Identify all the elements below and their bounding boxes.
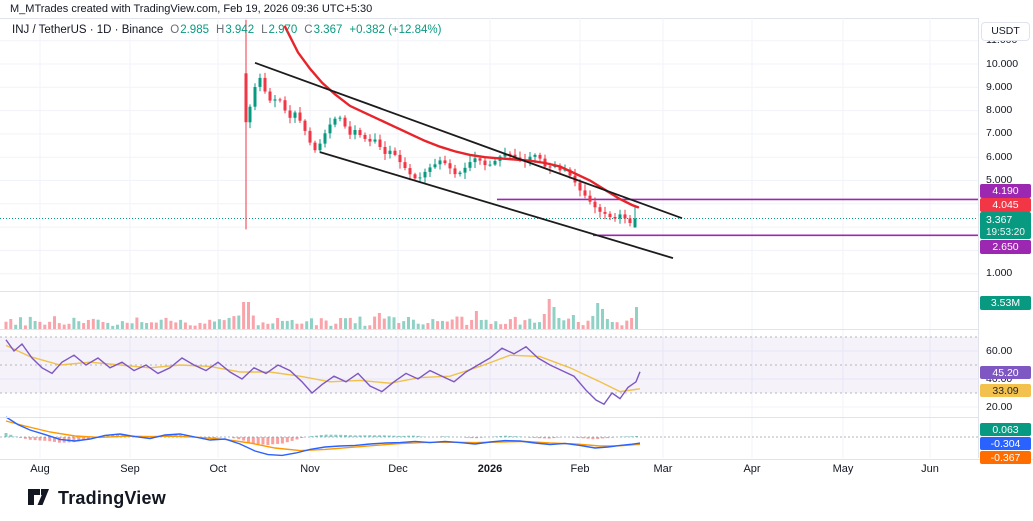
gridlines <box>0 18 978 458</box>
price-tick-label: 10.000 <box>986 57 1019 70</box>
time-tick-label: 2026 <box>477 463 503 475</box>
macd-signal-line[interactable] <box>5 420 641 452</box>
ohlc-change: +0.382 (+12.84%) <box>349 24 442 36</box>
alert-badge-4045: 4.045 <box>980 198 1031 212</box>
rsi-pane <box>0 336 978 406</box>
level-badge-2650: 2.650 <box>980 240 1031 254</box>
tradingview-logo[interactable]: TradingView <box>28 488 166 509</box>
time-tick-label: Oct <box>209 463 227 475</box>
price-tick-label: 7.000 <box>986 127 1013 140</box>
time-axis-border <box>0 459 1033 460</box>
rsi-badge: 45.20 <box>980 366 1031 379</box>
trendline-upper[interactable] <box>254 61 683 220</box>
price-tick-label: 8.000 <box>986 104 1013 117</box>
widget-top-border <box>0 18 1033 19</box>
candlesticks <box>244 19 637 230</box>
time-tick-label: Feb <box>570 463 590 475</box>
axis-separator <box>978 18 979 458</box>
time-tick-label: Jun <box>921 463 939 475</box>
rsi-ma-line[interactable] <box>5 344 641 393</box>
macd-pane <box>0 416 978 457</box>
trendline-lower[interactable] <box>319 151 674 259</box>
price-tick-label: 9.000 <box>986 80 1013 93</box>
macd-hist-badge: 0.063 <box>980 423 1031 436</box>
ohlc-close: C3.367 <box>304 24 343 36</box>
ohlc-open: O2.985 <box>170 24 209 36</box>
currency-button[interactable]: USDT <box>981 22 1030 41</box>
level-badge-4190: 4.190 <box>980 184 1031 198</box>
main-chart-canvas[interactable] <box>0 18 978 458</box>
footer: TradingView <box>0 479 1033 521</box>
price-tick-label: 6.000 <box>986 150 1013 163</box>
moving-average-line[interactable] <box>283 25 640 209</box>
current-price-badge: 3.367 19:53:20 <box>980 212 1031 239</box>
tradingview-logo-text: TradingView <box>58 488 166 508</box>
symbol-title[interactable]: INJ / TetherUS · 1D · Binance <box>12 24 164 36</box>
rsi-tick-label: 20.00 <box>986 400 1013 413</box>
tradingview-logo-icon <box>28 488 49 505</box>
price-levels <box>0 198 978 237</box>
time-tick-label: Sep <box>120 463 140 475</box>
macd-line-badge: -0.304 <box>980 437 1031 450</box>
price-tick-label: 1.000 <box>986 267 1013 280</box>
volume-badge: 3.53M <box>980 296 1031 310</box>
time-tick-label: Nov <box>300 463 320 475</box>
time-tick-label: Aug <box>30 463 50 475</box>
ohlc-low: L2.970 <box>261 24 298 36</box>
time-axis[interactable]: Aug Sep Oct Nov Dec 2026 Feb Mar Apr May Jun <box>0 459 1033 478</box>
symbol-legend[interactable]: INJ / TetherUS · 1D · Binance O2.985 H3.… <box>12 24 441 36</box>
rsi-ma-badge: 33.09 <box>980 384 1031 397</box>
price-axis[interactable]: USDT 11.00010.0009.0008.0007.0006.0005.0… <box>979 18 1033 464</box>
time-tick-label: Mar <box>653 463 673 475</box>
time-tick-label: Apr <box>743 463 761 475</box>
time-tick-label: Dec <box>388 463 408 475</box>
attribution-text: M_MTrades created with TradingView.com, … <box>10 3 373 15</box>
macd-line[interactable] <box>5 416 641 457</box>
ohlc-high: H3.942 <box>216 24 255 36</box>
rsi-line[interactable] <box>5 339 641 406</box>
rsi-tick-label: 60.00 <box>986 344 1013 357</box>
macd-signal-badge: -0.367 <box>980 451 1031 464</box>
time-tick-label: May <box>832 463 854 475</box>
price-tick-label: 5.000 <box>986 174 1013 186</box>
volume-bars <box>4 299 638 329</box>
